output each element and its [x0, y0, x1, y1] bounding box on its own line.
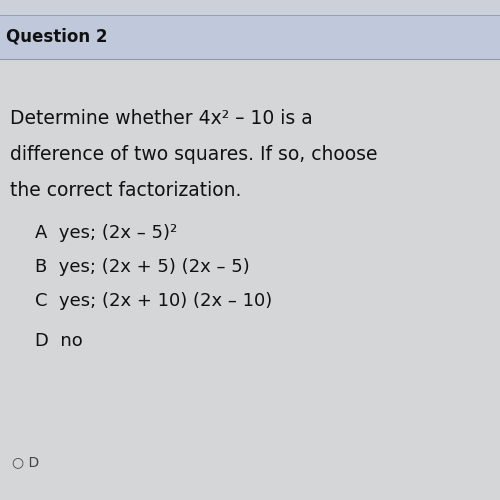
Bar — [0, 15, 500, 59]
Bar — [0, 0, 500, 25]
Text: Determine whether 4x² – 10 is a: Determine whether 4x² – 10 is a — [10, 110, 313, 128]
Text: difference of two squares. If so, choose: difference of two squares. If so, choose — [10, 146, 378, 165]
Text: A  yes; (2x – 5)²: A yes; (2x – 5)² — [35, 224, 177, 242]
Text: ○ D: ○ D — [12, 456, 40, 469]
Text: B  yes; (2x + 5) (2x – 5): B yes; (2x + 5) (2x – 5) — [35, 258, 250, 276]
Text: the correct factorization.: the correct factorization. — [10, 182, 241, 201]
Text: D  no: D no — [35, 332, 83, 349]
Text: C  yes; (2x + 10) (2x – 10): C yes; (2x + 10) (2x – 10) — [35, 292, 272, 310]
Text: Question 2: Question 2 — [6, 28, 108, 46]
